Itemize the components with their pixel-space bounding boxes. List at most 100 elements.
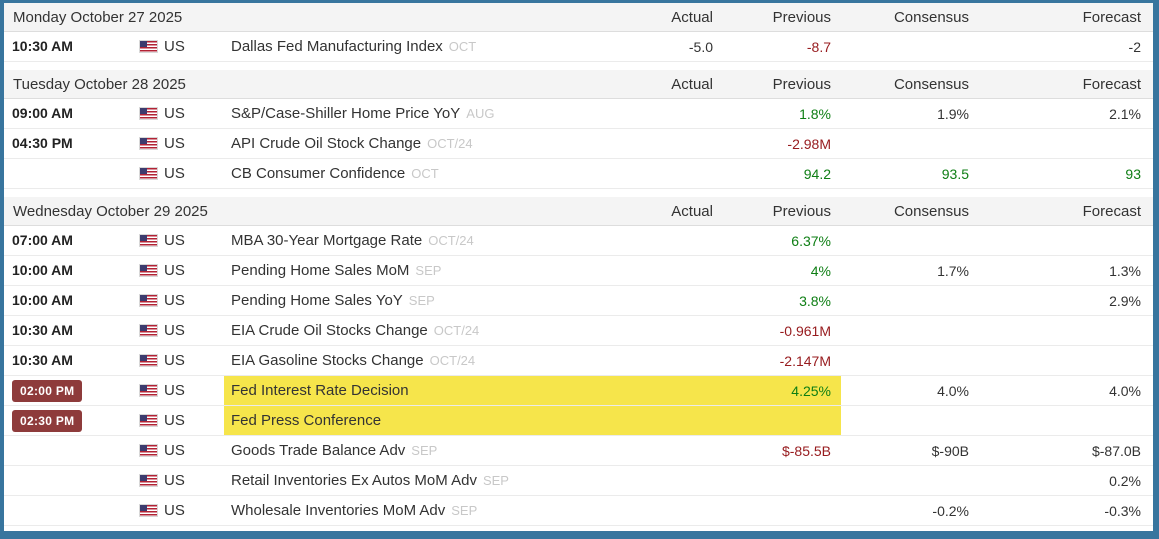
us-flag-icon [140,138,157,149]
time-text: 04:30 PM [12,134,73,151]
event-name-cell: Pending Home Sales MoM SEP [224,256,603,285]
previous-value: 3.8% [799,292,831,309]
forecast-value [981,346,1153,375]
event-country: US [130,442,224,459]
previous-value: 6.37% [791,232,831,249]
event-row[interactable]: US Wholesale Inventories MoM Adv SEP -0.2… [4,496,1153,526]
actual-value [603,159,723,188]
event-row[interactable]: US CB Consumer Confidence OCT 94.2 93.5 9… [4,159,1153,189]
time-badge: 02:00 PM [12,379,83,402]
event-time: 04:30 PM [4,135,130,153]
actual-value [603,406,723,435]
event-country: US [130,105,224,122]
event-name-cell: Pending Home Sales YoY SEP [224,286,603,315]
event-name-cell: S&P/Case-Shiller Home Price YoY AUG [224,99,603,128]
event-link[interactable]: CB Consumer Confidence [231,165,406,182]
event-name-cell: Retail Inventories Ex Autos MoM Adv SEP [224,466,603,495]
us-flag-icon [140,385,157,396]
forecast-value: 4.0% [1109,382,1141,399]
actual-value [603,129,723,158]
event-name-cell: API Crude Oil Stock Change OCT/24 [224,129,603,158]
event-row[interactable]: 10:00 AM US Pending Home Sales YoY SEP 3.… [4,286,1153,316]
us-flag-icon [140,475,157,486]
day-date: Monday October 27 2025 [13,8,183,26]
column-header-previous: Previous [772,75,831,93]
time-text: 10:00 AM [12,291,73,308]
event-country: US [130,165,224,182]
country-code: US [164,502,185,519]
forecast-value: 2.1% [1109,105,1141,122]
event-country: US [130,292,224,309]
column-header-actual: Actual [671,8,713,26]
us-flag-icon [140,41,157,52]
event-row[interactable]: 07:00 AM US MBA 30-Year Mortgage Rate OCT… [4,226,1153,256]
event-link[interactable]: Goods Trade Balance Adv [231,442,406,459]
event-row[interactable]: 04:30 PM US API Crude Oil Stock Change OC… [4,129,1153,159]
event-country: US [130,352,224,369]
event-row[interactable]: 10:30 AM US EIA Crude Oil Stocks Change O… [4,316,1153,346]
event-time: 10:00 AM [4,292,130,310]
forecast-value: 0.2% [1109,472,1141,489]
time-text: 10:30 AM [12,321,73,338]
previous-value: 1.8% [799,105,831,122]
consensus-value: 1.9% [937,105,969,122]
day-section-tuesday: Tuesday October 28 2025 Actual Previous … [4,70,1153,189]
forecast-value: $-87.0B [1091,442,1141,459]
country-code: US [164,412,185,429]
event-link[interactable]: Wholesale Inventories MoM Adv [231,502,446,519]
event-link[interactable]: S&P/Case-Shiller Home Price YoY [231,105,461,122]
column-header-consensus: Consensus [893,202,969,220]
actual-value: -5.0 [688,38,713,55]
us-flag-icon [140,265,157,276]
event-period: SEP [451,503,478,518]
event-country: US [130,232,224,249]
forecast-value [981,129,1153,158]
event-link[interactable]: Fed Press Conference [231,412,382,429]
day-header: Tuesday October 28 2025 Actual Previous … [4,70,1153,99]
event-row[interactable]: US Retail Inventories Ex Autos MoM Adv SE… [4,466,1153,496]
event-row[interactable]: 10:30 AM US Dallas Fed Manufacturing Ind… [4,32,1153,62]
actual-value [603,286,723,315]
event-time: 02:30 PM [4,409,130,432]
event-row[interactable]: 10:30 AM US EIA Gasoline Stocks Change OC… [4,346,1153,376]
event-period: OCT/24 [427,136,473,151]
day-header: Monday October 27 2025 Actual Previous C… [4,3,1153,32]
event-link[interactable]: Dallas Fed Manufacturing Index [231,38,443,55]
event-row-fed-rate-decision[interactable]: 02:00 PM US Fed Interest Rate Decision 4… [4,376,1153,406]
event-period: OCT [411,166,439,181]
event-link[interactable]: Retail Inventories Ex Autos MoM Adv [231,472,477,489]
us-flag-icon [140,235,157,246]
column-header-consensus: Consensus [893,8,969,26]
event-country: US [130,412,224,429]
event-link[interactable]: EIA Crude Oil Stocks Change [231,322,428,339]
event-time: 07:00 AM [4,232,130,250]
event-row-fed-press-conference[interactable]: 02:30 PM US Fed Press Conference [4,406,1153,436]
forecast-value: 2.9% [1109,292,1141,309]
time-text: 10:30 AM [12,37,73,54]
us-flag-icon [140,325,157,336]
event-link[interactable]: EIA Gasoline Stocks Change [231,352,424,369]
event-name-cell: Goods Trade Balance Adv SEP [224,436,603,465]
consensus-value [841,316,981,345]
consensus-value: 1.7% [937,262,969,279]
time-text: 09:00 AM [12,104,73,121]
event-period: SEP [408,293,435,308]
event-row[interactable]: US Goods Trade Balance Adv SEP $-85.5B $-… [4,436,1153,466]
event-row[interactable]: 10:00 AM US Pending Home Sales MoM SEP 4%… [4,256,1153,286]
previous-value [723,496,841,525]
event-link[interactable]: Pending Home Sales YoY [231,292,403,309]
event-link[interactable]: Pending Home Sales MoM [231,262,410,279]
previous-value: 94.2 [803,165,831,182]
event-period: SEP [411,443,438,458]
consensus-value [841,286,981,315]
country-code: US [164,472,185,489]
event-link[interactable]: MBA 30-Year Mortgage Rate [231,232,423,249]
event-link[interactable]: Fed Interest Rate Decision [231,382,409,399]
event-link[interactable]: API Crude Oil Stock Change [231,135,422,152]
event-time: 10:00 AM [4,262,130,280]
event-country: US [130,472,224,489]
column-header-forecast: Forecast [1082,8,1141,26]
consensus-value [841,129,981,158]
event-row[interactable]: 09:00 AM US S&P/Case-Shiller Home Price … [4,99,1153,129]
column-header-consensus: Consensus [893,75,969,93]
